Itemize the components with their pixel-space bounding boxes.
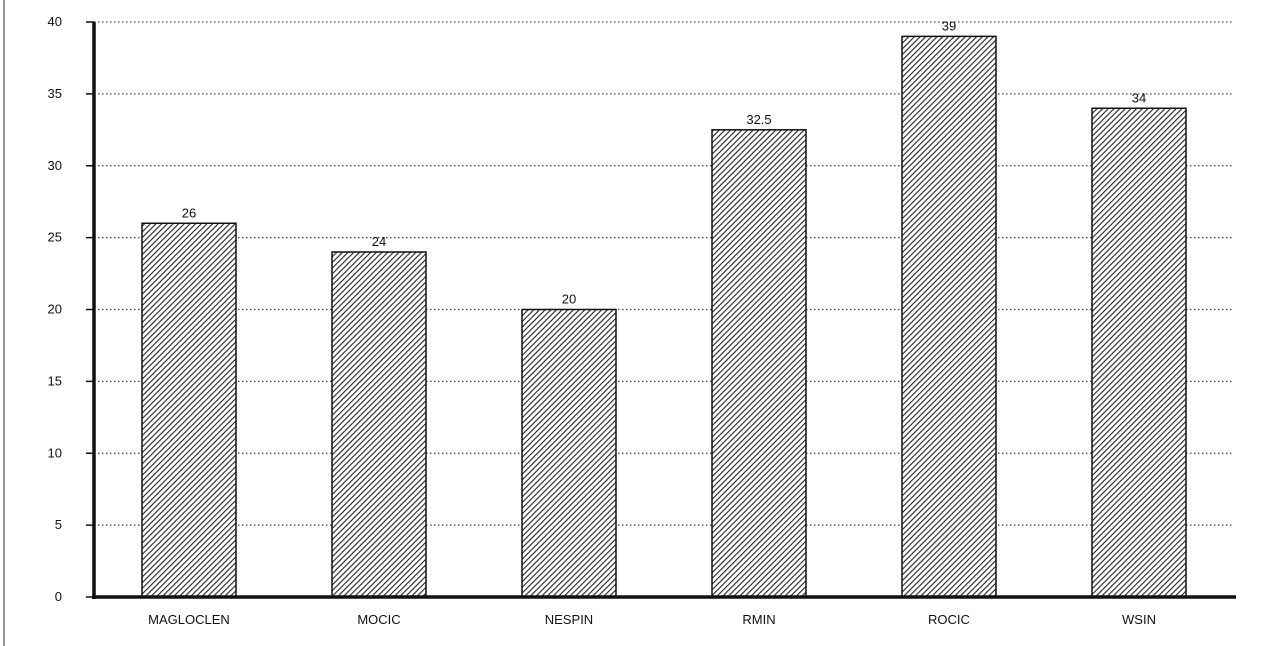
y-tick-label: 20 xyxy=(48,302,62,317)
bar xyxy=(711,129,807,598)
gridlines xyxy=(94,21,1234,526)
bar xyxy=(521,308,617,598)
y-tick-label: 25 xyxy=(48,230,62,245)
data-label: 20 xyxy=(562,292,576,307)
x-tick-label: MAGLOCLEN xyxy=(148,612,230,627)
bar xyxy=(1091,107,1187,598)
bar xyxy=(331,251,427,598)
data-label: 39 xyxy=(942,18,956,33)
y-tick-label: 10 xyxy=(48,445,62,460)
data-label: 26 xyxy=(182,205,196,220)
y-tick-label: 5 xyxy=(55,517,62,532)
x-tick-label: WSIN xyxy=(1122,612,1156,627)
x-tick-label: MOCIC xyxy=(357,612,400,627)
bars xyxy=(141,35,1187,598)
y-tick-label: 15 xyxy=(48,373,62,388)
x-axis-labels: MAGLOCLEN MOCIC NESPIN RMIN ROCIC WSIN xyxy=(148,612,1156,627)
data-label: 32.5 xyxy=(746,112,771,127)
data-label: 24 xyxy=(372,234,386,249)
x-tick-label: NESPIN xyxy=(545,612,593,627)
x-tick-label: RMIN xyxy=(742,612,775,627)
bar xyxy=(141,222,237,598)
y-tick-label: 40 xyxy=(48,14,62,29)
data-labels: 26 24 20 32.5 39 34 xyxy=(182,18,1146,306)
y-tick-label: 30 xyxy=(48,158,62,173)
x-tick-label: ROCIC xyxy=(928,612,970,627)
bar xyxy=(901,35,997,598)
y-tick-label: 35 xyxy=(48,86,62,101)
data-label: 34 xyxy=(1132,90,1146,105)
y-axis-ticks: 0 5 10 15 20 25 30 35 40 xyxy=(48,14,94,604)
y-tick-label: 0 xyxy=(55,589,62,604)
